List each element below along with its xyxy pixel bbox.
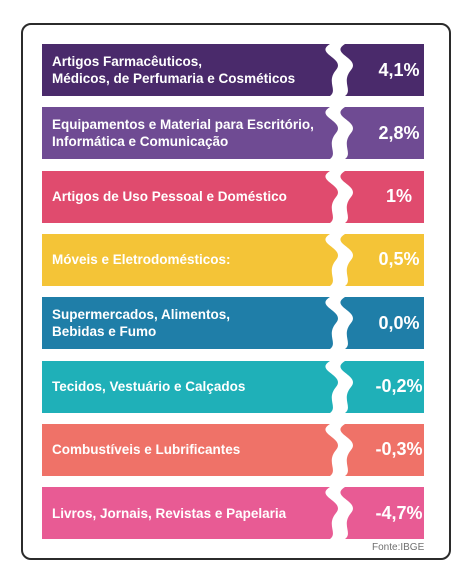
category-label-text: Artigos Farmacêuticos, Médicos, de Perfu…	[52, 54, 296, 86]
value-label: 2,8%	[378, 122, 420, 143]
bar-shape	[42, 44, 424, 96]
bar-shape	[42, 487, 424, 540]
bar-value-section	[340, 423, 424, 476]
bar-row: Artigos Farmacêuticos, Médicos, de Perfu…	[42, 44, 424, 96]
bar-row: Combustíveis e Lubrificantes -0,3%	[42, 423, 424, 476]
bar-value-section	[340, 360, 424, 413]
bar-value-section	[340, 233, 424, 286]
category-label-text: Combustíveis e Lubrificantes	[52, 442, 241, 458]
value-label: 0,0%	[378, 312, 420, 333]
bar-row: Tecidos, Vestuário e Calçados -0,2%	[42, 360, 424, 413]
bar-row: Móveis e Eletrodomésticos: 0,5%	[42, 233, 424, 286]
bar-label-section	[42, 297, 338, 350]
bar-label-section	[42, 360, 338, 413]
value-label: 0,5%	[378, 249, 420, 270]
bar-label-section	[42, 107, 338, 160]
category-label: Artigos de Uso Pessoal e Doméstico	[52, 171, 330, 223]
bar-label-section	[42, 487, 338, 540]
bar-shape	[42, 360, 424, 413]
category-label: Tecidos, Vestuário e Calçados	[52, 361, 330, 413]
value-label: 1%	[385, 186, 412, 207]
bar-row: Livros, Jornais, Revistas e Papelaria -4,…	[42, 487, 424, 540]
value-label: -4,7%	[375, 502, 423, 523]
category-label: Combustíveis e Lubrificantes	[52, 424, 330, 476]
bar-shape	[42, 297, 424, 350]
bar-shape	[42, 107, 424, 160]
source-label: Fonte:IBGE	[372, 542, 425, 553]
bar-value-section	[340, 297, 424, 350]
category-label-text: Equipamentos e Material para Escritório,…	[52, 117, 314, 150]
category-label-text: Livros, Jornais, Revistas e Papelaria	[52, 505, 287, 521]
category-label-text: Tecidos, Vestuário e Calçados	[52, 379, 246, 394]
category-label-text: Supermercados, Alimentos, Bebidas e Fumo	[52, 307, 231, 340]
category-label: Equipamentos e Material para Escritório,…	[52, 107, 330, 159]
bar-row: Equipamentos e Material para Escritório,…	[42, 107, 424, 160]
bar-shape	[42, 423, 424, 476]
category-label-text: Móveis e Eletrodomésticos:	[52, 252, 231, 268]
bar-value-section	[340, 487, 424, 540]
category-label: Supermercados, Alimentos, Bebidas e Fumo	[52, 297, 330, 349]
value-label: -0,3%	[375, 439, 423, 460]
category-label-text: Artigos de Uso Pessoal e Doméstico	[52, 189, 287, 205]
bar-value-section	[340, 107, 424, 160]
bar-row: Artigos de Uso Pessoal e Doméstico 1%	[42, 170, 424, 223]
category-label: Livros, Jornais, Revistas e Papelaria	[52, 487, 330, 539]
bar-shape	[42, 170, 424, 223]
value-label: 4,1%	[378, 59, 420, 80]
bar-label-section	[42, 233, 338, 286]
bar-value-section	[340, 44, 424, 96]
bar-row: Supermercados, Alimentos, Bebidas e Fumo…	[42, 297, 424, 350]
category-label: Artigos Farmacêuticos, Médicos, de Perfu…	[52, 44, 330, 96]
value-label: -0,2%	[375, 376, 423, 396]
bar-shape	[42, 233, 424, 286]
category-label: Móveis e Eletrodomésticos:	[52, 234, 330, 286]
bar-label-section	[42, 44, 338, 96]
bar-label-section	[42, 170, 338, 223]
bar-label-section	[42, 423, 338, 476]
bar-value-section	[340, 170, 424, 223]
